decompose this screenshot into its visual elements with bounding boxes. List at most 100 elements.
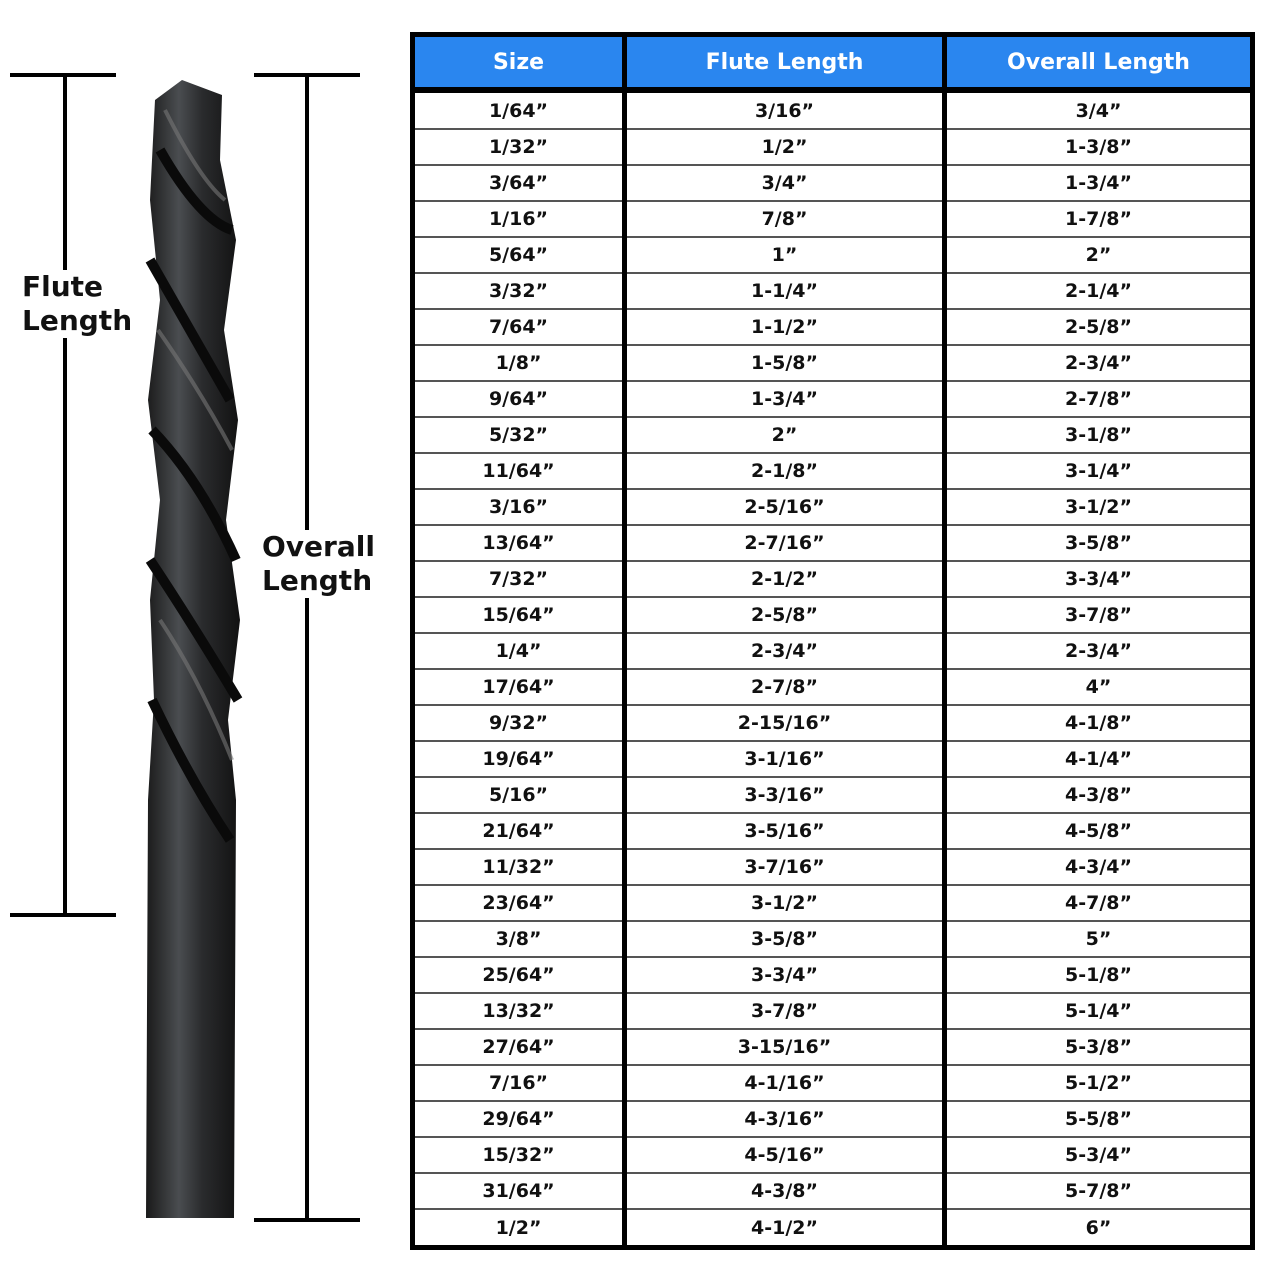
table-cell: 3-3/4” — [942, 561, 1255, 598]
table-row: 31/64” 4-3/8” 5-7/8” — [410, 1173, 1255, 1210]
table-cell: 2” — [622, 417, 947, 454]
table-row: 15/32” 4-5/16” 5-3/4” — [410, 1137, 1255, 1174]
table-row: 19/64” 3-1/16” 4-1/4” — [410, 741, 1255, 778]
table-row: 1/4” 2-3/4” 2-3/4” — [410, 633, 1255, 670]
table-row: 9/32” 2-15/16” 4-1/8” — [410, 705, 1255, 742]
table-cell: 3/8” — [410, 921, 627, 958]
table-row: 29/64” 4-3/16” 5-5/8” — [410, 1101, 1255, 1138]
table-row: 7/32” 2-1/2” 3-3/4” — [410, 561, 1255, 598]
column-header: Flute Length — [622, 32, 947, 93]
table-row: 1/8” 1-5/8” 2-3/4” — [410, 345, 1255, 382]
table-cell: 9/64” — [410, 381, 627, 418]
table-cell: 4-1/4” — [942, 741, 1255, 778]
table-row: 23/64” 3-1/2” 4-7/8” — [410, 885, 1255, 922]
table-cell: 3/32” — [410, 273, 627, 310]
table-cell: 7/64” — [410, 309, 627, 346]
table-row: 1/64” 3/16” 3/4” — [410, 90, 1255, 130]
table-cell: 3-1/2” — [622, 885, 947, 922]
table-cell: 5” — [942, 921, 1255, 958]
table-cell: 2-5/16” — [622, 489, 947, 526]
table-cell: 2-1/8” — [622, 453, 947, 490]
table-cell: 1/4” — [410, 633, 627, 670]
table-cell: 2-15/16” — [622, 705, 947, 742]
table-cell: 1-1/4” — [622, 273, 947, 310]
table-cell: 2-7/8” — [942, 381, 1255, 418]
table-cell: 2” — [942, 237, 1255, 274]
table-cell: 1/2” — [622, 129, 947, 166]
table-cell: 4-7/8” — [942, 885, 1255, 922]
table-cell: 1-1/2” — [622, 309, 947, 346]
table-cell: 3/16” — [410, 489, 627, 526]
table-row: 3/64” 3/4” 1-3/4” — [410, 165, 1255, 202]
table-cell: 5-5/8” — [942, 1101, 1255, 1138]
table-cell: 1/32” — [410, 129, 627, 166]
table-row: 1/32” 1/2” 1-3/8” — [410, 129, 1255, 166]
table-cell: 4-1/16” — [622, 1065, 947, 1102]
table-cell: 2-5/8” — [622, 597, 947, 634]
table-row: 3/8” 3-5/8” 5” — [410, 921, 1255, 958]
table-cell: 5-7/8” — [942, 1173, 1255, 1210]
table-cell: 1-3/8” — [942, 129, 1255, 166]
table-cell: 1-5/8” — [622, 345, 947, 382]
table-cell: 3-1/16” — [622, 741, 947, 778]
table-cell: 2-5/8” — [942, 309, 1255, 346]
table-cell: 19/64” — [410, 741, 627, 778]
table-cell: 11/64” — [410, 453, 627, 490]
table-cell: 31/64” — [410, 1173, 627, 1210]
table-cell: 13/32” — [410, 993, 627, 1030]
table-row: 3/16” 2-5/16” 3-1/2” — [410, 489, 1255, 526]
table-cell: 1/2” — [410, 1209, 627, 1249]
drill-body — [146, 80, 240, 1218]
table-cell: 15/32” — [410, 1137, 627, 1174]
table-cell: 27/64” — [410, 1029, 627, 1066]
table-cell: 4” — [942, 669, 1255, 706]
table-cell: 4-3/16” — [622, 1101, 947, 1138]
table-cell: 3/4” — [942, 90, 1255, 130]
table-row: 7/64” 1-1/2” 2-5/8” — [410, 309, 1255, 346]
table-row: 11/64” 2-1/8” 3-1/4” — [410, 453, 1255, 490]
drill-illustration — [10, 73, 360, 1222]
table-cell: 5/64” — [410, 237, 627, 274]
table-cell: 25/64” — [410, 957, 627, 994]
table-cell: 4-1/8” — [942, 705, 1255, 742]
table-row: 13/32” 3-7/8” 5-1/4” — [410, 993, 1255, 1030]
table-cell: 3-5/8” — [622, 921, 947, 958]
table-row: 15/64” 2-5/8” 3-7/8” — [410, 597, 1255, 634]
table-cell: 17/64” — [410, 669, 627, 706]
table-cell: 2-3/4” — [622, 633, 947, 670]
table-cell: 3-1/4” — [942, 453, 1255, 490]
column-header: Overall Length — [942, 32, 1255, 93]
table-cell: 1/16” — [410, 201, 627, 238]
table-cell: 4-1/2” — [622, 1209, 947, 1249]
table-cell: 1-3/4” — [942, 165, 1255, 202]
table-row: 9/64” 1-3/4” 2-7/8” — [410, 381, 1255, 418]
table-cell: 4-3/4” — [942, 849, 1255, 886]
table-row: 1/16” 7/8” 1-7/8” — [410, 201, 1255, 238]
table-cell: 9/32” — [410, 705, 627, 742]
table-cell: 3-7/16” — [622, 849, 947, 886]
table-row: 3/32” 1-1/4” 2-1/4” — [410, 273, 1255, 310]
header-row: Size Flute Length Overall Length — [410, 32, 1255, 93]
table-cell: 2-7/16” — [622, 525, 947, 562]
table-cell: 2-1/4” — [942, 273, 1255, 310]
table-cell: 1-3/4” — [622, 381, 947, 418]
table-cell: 3-1/2” — [942, 489, 1255, 526]
table-cell: 7/32” — [410, 561, 627, 598]
column-header: Size — [410, 32, 627, 93]
table-cell: 5-1/4” — [942, 993, 1255, 1030]
table-cell: 6” — [942, 1209, 1255, 1249]
table-row: 5/64” 1” 2” — [410, 237, 1255, 274]
table-cell: 1-7/8” — [942, 201, 1255, 238]
table-row: 27/64” 3-15/16” 5-3/8” — [410, 1029, 1255, 1066]
table-row: 11/32” 3-7/16” 4-3/4” — [410, 849, 1255, 886]
table-cell: 4-5/16” — [622, 1137, 947, 1174]
table-cell: 3-15/16” — [622, 1029, 947, 1066]
table-cell: 5-1/2” — [942, 1065, 1255, 1102]
table-row: 5/16” 3-3/16” 4-3/8” — [410, 777, 1255, 814]
table-cell: 4-3/8” — [942, 777, 1255, 814]
table-cell: 4-5/8” — [942, 813, 1255, 850]
table-cell: 3-1/8” — [942, 417, 1255, 454]
overall-length-label: Overall Length — [262, 530, 375, 598]
table-cell: 29/64” — [410, 1101, 627, 1138]
